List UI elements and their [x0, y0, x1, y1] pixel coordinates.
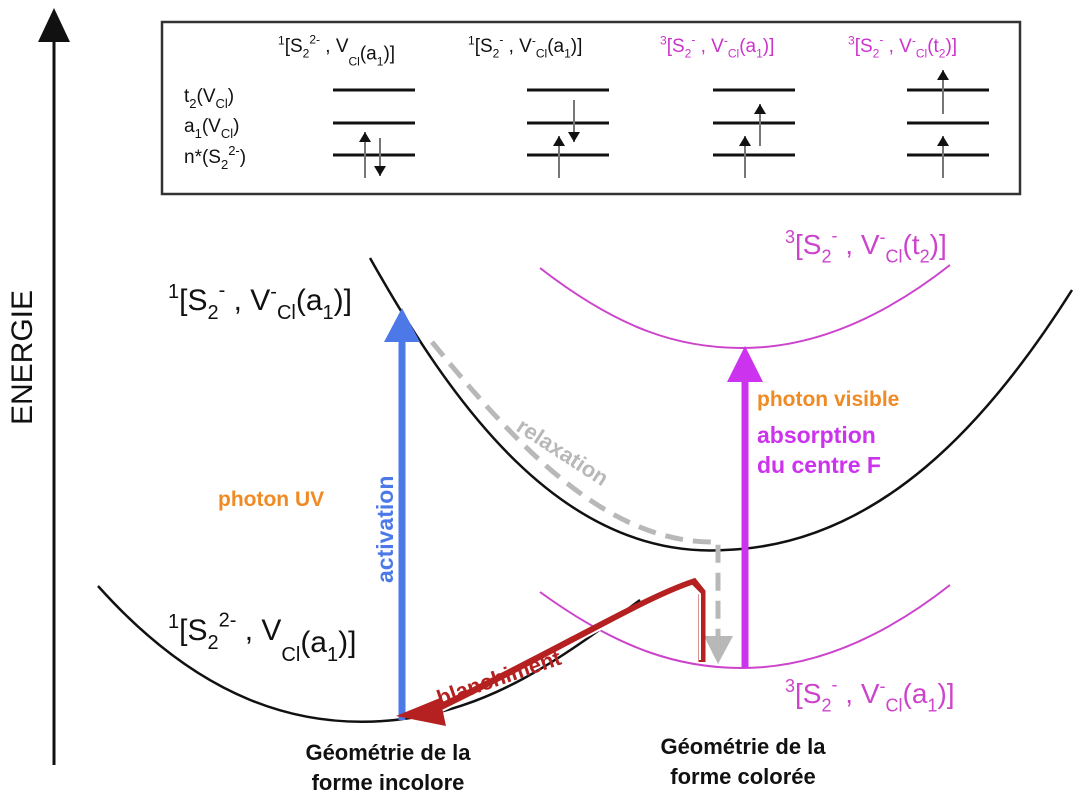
config-levels-2: [527, 88, 609, 157]
configuration-inset: t2(VCl) a1(VCl) n*(S22-) 1[S22- , VCl(a1…: [160, 20, 1022, 196]
config-title-4: 3[S2- , V-Cl(t2)]: [848, 32, 957, 60]
level-label-t2: t2(VCl): [184, 86, 234, 111]
blanchiment-label: blanchiment: [433, 645, 564, 711]
spin-up-icon: [937, 136, 949, 146]
config-levels-3: [713, 88, 795, 157]
geometry-coloree-line1: Géométrie de la: [660, 734, 826, 759]
config-levels-1: [333, 88, 415, 157]
energy-axis: ENERGIE: [6, 8, 70, 765]
singlet-excited-curve: [368, 257, 1074, 552]
config-title-2: 1[S2- , V-Cl(a1)]: [468, 32, 582, 60]
absorption-label-1: absorption: [757, 422, 876, 448]
spin-arrows: [359, 70, 949, 178]
ground-state-curve: [97, 585, 641, 724]
spin-up-icon: [553, 136, 565, 146]
config-title-3: 3[S2- , V-Cl(a1)]: [660, 32, 774, 60]
config-levels-4: [907, 88, 989, 157]
geometry-coloree-line2: forme colorée: [670, 764, 816, 789]
state-label-ground: 1[S22- , VCl(a1)]: [168, 610, 356, 667]
activation-arrow: activation: [372, 308, 420, 720]
absorption-label-2: du centre F: [757, 452, 881, 478]
level-label-n: n*(S22-): [184, 143, 246, 172]
photon-visible-label: photon visible: [757, 388, 899, 411]
state-label-triplet-t2: 3[S2- , V-Cl(t2)]: [785, 225, 947, 266]
geometry-incolore-line1: Géométrie de la: [305, 740, 471, 765]
relaxation-arrow-icon: [704, 636, 733, 664]
config-title-1: 1[S22- , VCl(a1)]: [278, 32, 395, 68]
relaxation-label: relaxation: [512, 413, 613, 491]
activation-arrow-icon: [384, 308, 420, 342]
axis-arrow-icon: [38, 8, 70, 42]
axis-label: ENERGIE: [6, 290, 39, 425]
absorption-arrow-icon: [727, 346, 763, 382]
relaxation-path: relaxation: [430, 340, 733, 664]
geometry-incolore-line2: forme incolore: [312, 770, 465, 795]
spin-down-icon: [568, 132, 580, 142]
absorption-arrow: [727, 346, 763, 668]
spin-up-icon: [937, 70, 949, 80]
activation-label: activation: [372, 476, 398, 583]
state-label-triplet-a1: 3[S2- , V-Cl(a1)]: [785, 674, 955, 715]
triplet-t2-curve: [539, 264, 951, 350]
blanchiment-arrow-icon: [396, 698, 446, 726]
state-label-singlet-excited: 1[S2- , V-Cl(a1)]: [168, 280, 352, 325]
spin-up-icon: [359, 132, 371, 142]
spin-up-icon: [754, 104, 766, 114]
level-label-a1: a1(VCl): [184, 116, 239, 141]
spin-up-icon: [739, 136, 751, 146]
photon-uv-label: photon UV: [218, 488, 324, 511]
spin-down-icon: [374, 166, 386, 176]
